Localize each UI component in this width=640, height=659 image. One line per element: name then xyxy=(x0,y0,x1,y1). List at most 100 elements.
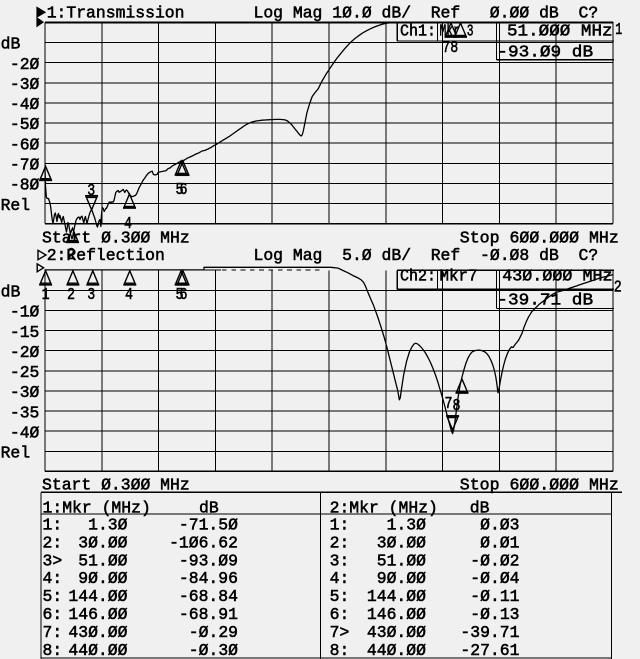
svg-text:-93.Ø9 dB: -93.Ø9 dB xyxy=(497,43,593,62)
svg-text:-68.84: -68.84 xyxy=(179,588,238,607)
svg-text:Ø.Ø3: Ø.Ø3 xyxy=(480,516,519,535)
svg-text:1: 1 xyxy=(615,21,622,40)
svg-text:6:: 6: xyxy=(43,606,63,625)
svg-text:1:Transmission: 1:Transmission xyxy=(47,4,185,23)
svg-text:dB: dB xyxy=(1,284,21,303)
svg-text:8:: 8: xyxy=(330,642,350,659)
svg-text:2: 2 xyxy=(67,246,75,265)
svg-text:dB: dB xyxy=(1,36,21,55)
svg-text:7: 7 xyxy=(445,395,453,414)
svg-text:Log Mag: Log Mag xyxy=(254,247,323,266)
svg-text:-68.91: -68.91 xyxy=(179,606,238,625)
svg-text:9Ø.ØØ: 9Ø.ØØ xyxy=(78,570,127,589)
svg-text:2: 2 xyxy=(67,286,75,305)
svg-text:-8Ø: -8Ø xyxy=(10,177,40,196)
svg-text:-93.Ø9: -93.Ø9 xyxy=(179,552,238,571)
svg-text:-5Ø: -5Ø xyxy=(10,116,40,135)
svg-text:44Ø.ØØ: 44Ø.ØØ xyxy=(68,642,127,659)
svg-text:8: 8 xyxy=(453,397,461,416)
svg-text:-27.61: -27.61 xyxy=(460,642,519,659)
svg-text:Log Mag: Log Mag xyxy=(254,4,323,23)
svg-text:Ch1:: Ch1: xyxy=(400,22,436,41)
svg-text:1: 1 xyxy=(42,286,50,305)
svg-text:Ref: Ref xyxy=(431,247,461,266)
svg-text:1.3Ø: 1.3Ø xyxy=(387,516,426,535)
svg-text:3Ø.ØØ: 3Ø.ØØ xyxy=(78,534,127,553)
svg-text:Ch2:: Ch2: xyxy=(400,268,436,287)
svg-text:-2Ø: -2Ø xyxy=(10,56,40,75)
svg-text:6: 6 xyxy=(180,181,188,200)
svg-text:Ref: Ref xyxy=(431,4,461,23)
svg-text:7:: 7: xyxy=(43,624,63,643)
svg-text:1:Mkr (MHz): 1:Mkr (MHz) xyxy=(43,499,151,518)
svg-text:4:: 4: xyxy=(330,570,350,589)
svg-text:Stop 6ØØ.ØØØ MHz: Stop 6ØØ.ØØØ MHz xyxy=(460,229,619,248)
svg-text:1Ø.Ø dB/: 1Ø.Ø dB/ xyxy=(332,4,411,23)
svg-text:dB: dB xyxy=(199,499,219,518)
svg-text:146.ØØ: 146.ØØ xyxy=(367,606,426,625)
svg-text:Rel: Rel xyxy=(1,445,31,464)
svg-text:-39.71: -39.71 xyxy=(460,624,519,643)
svg-text:2:Reflection: 2:Reflection xyxy=(47,247,165,266)
svg-text:dB: dB xyxy=(470,499,490,518)
svg-text:43Ø.ØØ: 43Ø.ØØ xyxy=(68,624,127,643)
svg-text:-15: -15 xyxy=(10,324,40,343)
svg-text:1:: 1: xyxy=(330,516,350,535)
svg-text:-71.5Ø: -71.5Ø xyxy=(179,516,238,535)
svg-text:-Ø.Ø2: -Ø.Ø2 xyxy=(470,552,519,571)
svg-text:146.ØØ: 146.ØØ xyxy=(68,606,127,625)
svg-text:4: 4 xyxy=(124,215,132,234)
svg-text:-84.96: -84.96 xyxy=(179,570,238,589)
svg-text:-25: -25 xyxy=(10,364,40,383)
svg-text:9Ø.ØØ: 9Ø.ØØ xyxy=(377,570,426,589)
svg-text:51.ØØ: 51.ØØ xyxy=(78,552,127,571)
svg-text:2:: 2: xyxy=(43,534,63,553)
svg-text:51.ØØ: 51.ØØ xyxy=(377,552,426,571)
svg-text:-3Ø: -3Ø xyxy=(10,384,40,403)
svg-text:-Ø.13: -Ø.13 xyxy=(470,606,519,625)
svg-text:144.ØØ: 144.ØØ xyxy=(68,588,127,607)
svg-text:-1Ø6.62: -1Ø6.62 xyxy=(169,534,238,553)
svg-text:-1Ø: -1Ø xyxy=(10,304,40,323)
svg-text:-6Ø: -6Ø xyxy=(10,136,40,155)
svg-text:5:: 5: xyxy=(43,588,63,607)
svg-text:3:: 3: xyxy=(330,552,350,571)
svg-text:7>: 7> xyxy=(330,624,350,643)
svg-text:5: 5 xyxy=(176,181,184,200)
svg-text:4:: 4: xyxy=(43,570,63,589)
svg-text:3>: 3> xyxy=(43,552,63,571)
svg-text:-Ø.29: -Ø.29 xyxy=(189,624,238,643)
svg-text:2:: 2: xyxy=(330,534,350,553)
svg-text:-Ø.3Ø: -Ø.3Ø xyxy=(189,642,238,659)
svg-text:3Ø.ØØ: 3Ø.ØØ xyxy=(377,534,426,553)
svg-text:C?: C? xyxy=(579,247,599,266)
svg-text:-7Ø: -7Ø xyxy=(10,157,40,176)
svg-text:2:Mkr (MHz): 2:Mkr (MHz) xyxy=(330,499,438,518)
svg-text:Ø.ØØ dB: Ø.ØØ dB xyxy=(490,4,559,23)
svg-text:C?: C? xyxy=(579,4,599,23)
svg-text:Start Ø.3ØØ MHz: Start Ø.3ØØ MHz xyxy=(42,229,190,248)
svg-text:-35: -35 xyxy=(10,404,40,423)
svg-text:5: 5 xyxy=(176,286,184,305)
svg-text:-39.71 dB: -39.71 dB xyxy=(497,292,593,311)
svg-text:-4Ø: -4Ø xyxy=(10,96,40,115)
svg-text:78: 78 xyxy=(442,39,458,58)
svg-text:-4Ø: -4Ø xyxy=(10,424,40,443)
svg-text:-2Ø: -2Ø xyxy=(10,344,40,363)
svg-text:3: 3 xyxy=(87,286,95,305)
svg-text:4: 4 xyxy=(125,286,133,305)
svg-text:144.ØØ: 144.ØØ xyxy=(367,588,426,607)
svg-text:1:: 1: xyxy=(43,516,63,535)
svg-text:Rel: Rel xyxy=(1,197,31,216)
svg-text:2: 2 xyxy=(614,278,622,297)
svg-text:Start Ø.3ØØ MHz: Start Ø.3ØØ MHz xyxy=(42,476,190,495)
svg-text:-3Ø: -3Ø xyxy=(10,76,40,95)
svg-text:-Ø.11: -Ø.11 xyxy=(470,588,519,607)
svg-text:Ø.Ø1: Ø.Ø1 xyxy=(480,534,519,553)
svg-text:43Ø.ØØ: 43Ø.ØØ xyxy=(367,624,426,643)
svg-text:5:: 5: xyxy=(330,588,350,607)
svg-text:43Ø.ØØØ MHz: 43Ø.ØØØ MHz xyxy=(502,268,612,287)
svg-text:-Ø.Ø4: -Ø.Ø4 xyxy=(470,570,519,589)
svg-text:44Ø.ØØ: 44Ø.ØØ xyxy=(367,642,426,659)
svg-text:51.ØØØ MHz: 51.ØØØ MHz xyxy=(507,22,613,41)
